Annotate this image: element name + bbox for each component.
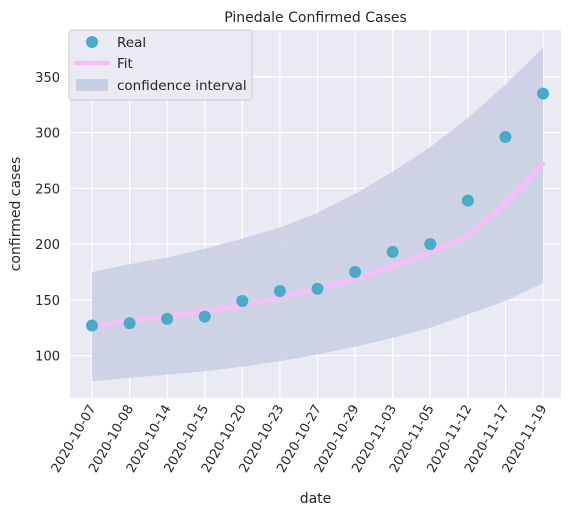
chart-title: Pinedale Confirmed Cases bbox=[224, 10, 407, 26]
legend-ci-label: confidence interval bbox=[117, 78, 247, 94]
legend-real-marker bbox=[86, 36, 98, 48]
confidence-interval-band bbox=[92, 47, 543, 382]
real-data-point bbox=[273, 284, 286, 297]
y-tick-label: 200 bbox=[35, 238, 60, 253]
real-data-point bbox=[123, 317, 136, 330]
real-data-point bbox=[198, 310, 211, 323]
real-data-point bbox=[161, 312, 174, 325]
real-data-point bbox=[311, 282, 324, 295]
real-data-point bbox=[349, 265, 362, 278]
y-tick-label: 150 bbox=[35, 294, 60, 309]
legend-ci-marker bbox=[76, 79, 108, 91]
real-data-point bbox=[424, 238, 437, 251]
legend-box bbox=[68, 29, 253, 101]
legend-fit-label: Fit bbox=[117, 56, 133, 72]
y-axis-label: confirmed cases bbox=[8, 157, 24, 272]
real-data-point bbox=[386, 245, 399, 258]
legend: Real Fit confidence interval bbox=[68, 29, 253, 101]
real-data-point bbox=[236, 294, 249, 307]
real-data-point bbox=[86, 319, 98, 332]
legend-real-label: Real bbox=[117, 35, 146, 51]
real-points-layer bbox=[86, 87, 549, 332]
x-axis-label: date bbox=[300, 491, 332, 507]
y-tick-labels: 100 150 200 250 300 350 bbox=[35, 71, 60, 365]
y-tick-label: 350 bbox=[35, 71, 60, 86]
confidence-band-layer bbox=[92, 47, 543, 382]
real-data-point bbox=[499, 131, 512, 144]
real-data-point bbox=[461, 194, 474, 207]
x-tick-labels: 2020-10-072020-10-082020-10-142020-10-15… bbox=[49, 402, 551, 475]
y-tick-label: 300 bbox=[35, 127, 60, 142]
y-tick-label: 100 bbox=[35, 350, 60, 365]
real-data-point bbox=[537, 87, 549, 100]
y-tick-label: 250 bbox=[35, 182, 60, 197]
